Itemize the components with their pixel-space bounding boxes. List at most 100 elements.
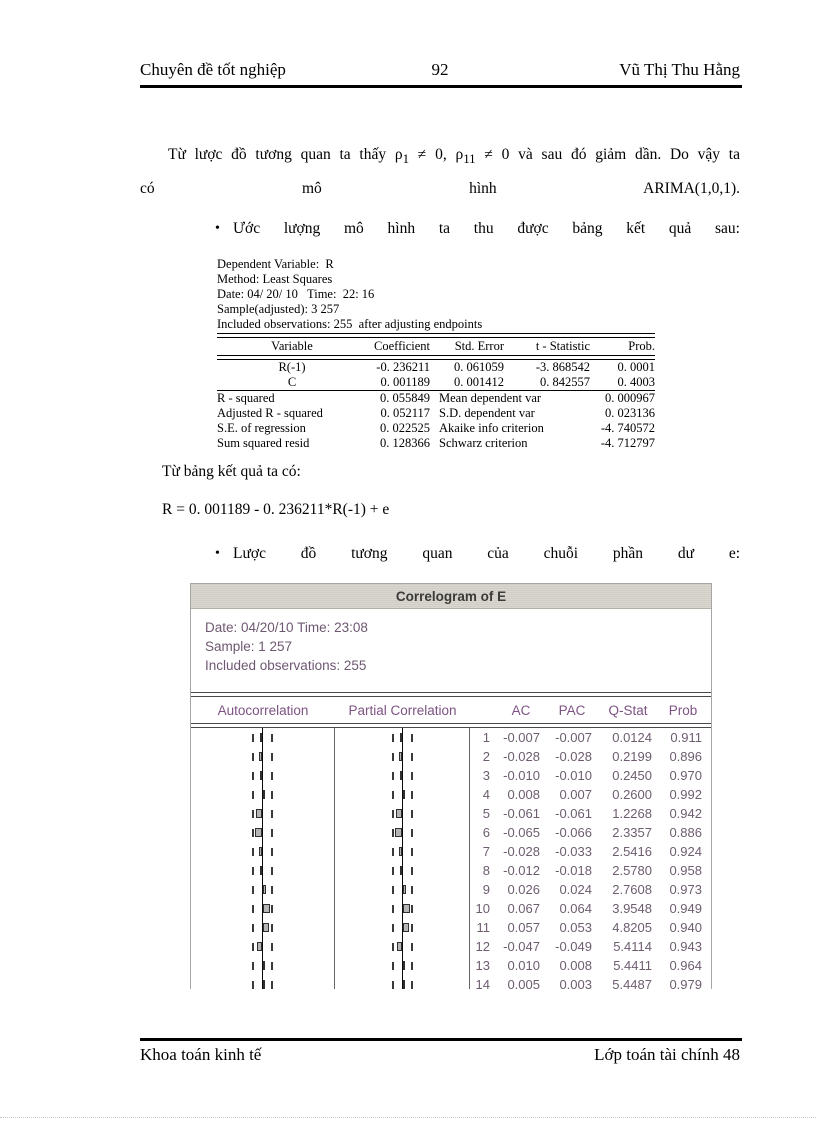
confidence-band-left: [252, 772, 254, 780]
zero-line: [262, 918, 263, 937]
cell-ac: 0.026: [507, 882, 540, 897]
cell-lag: 9: [482, 882, 490, 897]
cell-prob: 0.924: [669, 844, 702, 859]
correlation-bar: [399, 847, 402, 856]
header-left: Chuyên đề tốt nghiệp: [140, 60, 286, 79]
correlation-bar: [260, 866, 262, 875]
pac-plot-cell: [335, 747, 470, 766]
confidence-band-left: [392, 772, 394, 780]
zero-line: [402, 880, 403, 899]
confidence-band-right: [271, 867, 273, 875]
cell-q-stat: 4.8205: [612, 920, 652, 935]
confidence-band-right: [271, 886, 273, 894]
pac-plot-cell: [335, 842, 470, 861]
stat-label: R - squared: [217, 391, 275, 405]
cell-pac: -0.049: [555, 939, 592, 954]
text-from-results: Từ bảng kết quả ta có:: [162, 463, 301, 480]
stats-row: Sum squared resid 0. 128366 Schwarz criter…: [217, 436, 655, 451]
correlation-bar: [395, 828, 402, 837]
zero-line: [402, 804, 403, 823]
cell-prob: 0.973: [669, 882, 702, 897]
regression-info: Dependent Variable: R Method: Least Squar…: [217, 257, 655, 332]
zero-line: [262, 766, 263, 785]
zero-line: [262, 956, 263, 975]
cell-pac: 0.008: [559, 958, 592, 973]
confidence-band-right: [411, 848, 413, 856]
cell-ac: -0.028: [503, 844, 540, 859]
zero-line: [262, 728, 263, 747]
confidence-band-left: [392, 810, 394, 818]
confidence-band-left: [392, 924, 394, 932]
correlogram-row: 10 0.067 0.064 3.9548 0.949: [191, 899, 711, 918]
col-t-statistic: t - Statistic: [535, 339, 590, 353]
cell-pac: -0.033: [555, 844, 592, 859]
confidence-band-right: [411, 810, 413, 818]
correlation-bar: [263, 790, 265, 799]
pac-plot-cell: [335, 728, 470, 747]
confidence-band-left: [252, 753, 254, 761]
cell-prob: 0.911: [670, 730, 702, 745]
table-row: R(-1) -0. 236211 0. 061059 -3. 868542 0.…: [217, 360, 655, 375]
correlogram-info-line: Date: 04/20/10 Time: 23:08: [205, 620, 368, 635]
zero-line: [402, 823, 403, 842]
paragraph-arima: Từ lược đồ tương quan ta thấy ρ1 ≠ 0, ρ1…: [140, 140, 740, 204]
zero-line: [402, 747, 403, 766]
correlogram-row: 9 0.026 0.024 2.7608 0.973: [191, 880, 711, 899]
correlation-bar: [263, 923, 269, 932]
zero-line: [262, 804, 263, 823]
correlogram-row: 1 -0.007 -0.007 0.0124 0.911: [191, 728, 711, 747]
bullet-icon: •: [215, 221, 220, 236]
footer-rule: [140, 1038, 742, 1041]
stat-value: 0. 052117: [380, 406, 430, 420]
paragraph-text: ≠ 0 và sau đó giảm dần. Do vậy ta: [475, 146, 740, 163]
cell-ac: -0.007: [503, 730, 540, 745]
cell-coefficient: 0. 001189: [380, 375, 430, 389]
cell-ac: -0.047: [503, 939, 540, 954]
paragraph-line2: có mô hình ARIMA(1,0,1).: [140, 180, 740, 198]
correlogram-values: 2 -0.028 -0.028 0.2199 0.896: [470, 747, 711, 766]
zero-line: [262, 937, 263, 956]
stat-value: 0. 128366: [380, 436, 430, 450]
cell-q-stat: 0.2600: [612, 787, 652, 802]
cell-q-stat: 2.7608: [612, 882, 652, 897]
zero-line: [402, 975, 403, 989]
bullet-correlogram-text: Lược đồ tương quan của chuỗi phần dư e:: [233, 545, 740, 562]
page-edge-dotted-line: [0, 1117, 816, 1118]
confidence-band-left: [392, 943, 394, 951]
cell-lag: 4: [482, 787, 490, 802]
cell-ac: 0.057: [507, 920, 540, 935]
ac-plot-cell: [191, 918, 335, 937]
confidence-band-left: [252, 924, 254, 932]
confidence-band-left: [252, 810, 254, 818]
correlation-bar: [400, 771, 402, 780]
confidence-band-left: [392, 905, 394, 913]
col-ac: AC: [511, 702, 531, 718]
zero-line: [402, 728, 403, 747]
correlogram-row: 2 -0.028 -0.028 0.2199 0.896: [191, 747, 711, 766]
zero-line: [262, 975, 263, 989]
confidence-band-left: [392, 867, 394, 875]
zero-line: [402, 766, 403, 785]
cell-prob: 0.964: [669, 958, 702, 973]
col-q-stat: Q-Stat: [608, 702, 648, 718]
stats-row: S.E. of regression 0. 022525 Akaike info c…: [217, 421, 655, 436]
stat-value: 0. 022525: [380, 421, 430, 435]
confidence-band-right: [271, 962, 273, 970]
zero-line: [262, 747, 263, 766]
cell-pac: 0.064: [559, 901, 592, 916]
pac-plot-cell: [335, 918, 470, 937]
correlogram-info: Date: 04/20/10 Time: 23:08 Sample: 1 257 I…: [191, 609, 711, 692]
cell-ac: 0.067: [507, 901, 540, 916]
correlogram-row: 14 0.005 0.003 5.4487 0.979: [191, 975, 711, 989]
cell-lag: 13: [475, 958, 490, 973]
cell-pac: 0.007: [559, 787, 592, 802]
table-rule: [217, 355, 655, 360]
cell-prob: 0.992: [669, 787, 702, 802]
cell-prob: 0.886: [669, 825, 702, 840]
col-partial-correlation: Partial Correlation: [348, 702, 457, 718]
col-pac: PAC: [558, 702, 586, 718]
correlogram-values: 5 -0.061 -0.061 1.2268 0.942: [470, 804, 711, 823]
regression-info-line: Sample(adjusted): 3 257: [217, 302, 340, 316]
cell-q-stat: 2.5780: [612, 863, 652, 878]
